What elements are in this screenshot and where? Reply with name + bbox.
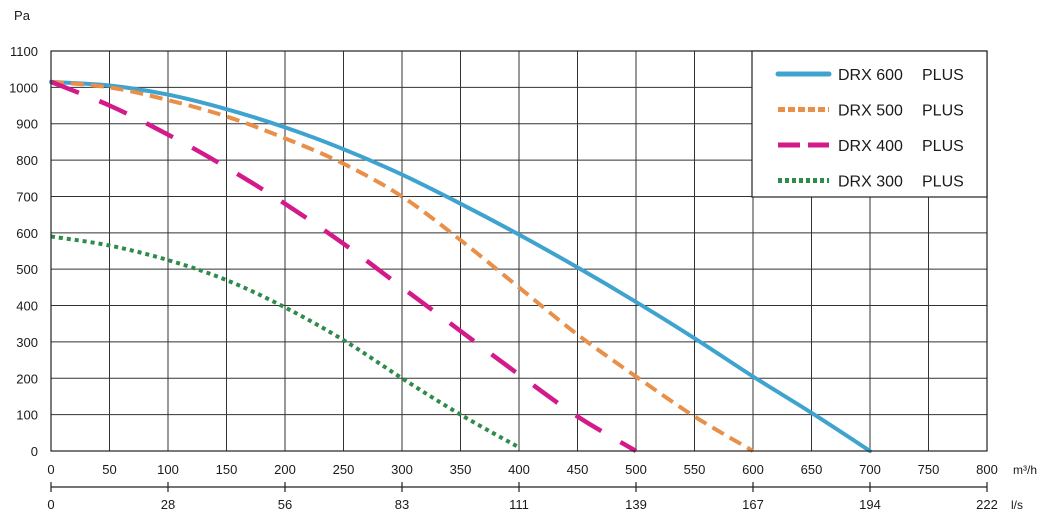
x-tick-label: 350 (450, 462, 472, 477)
x-axis-secondary: 0 28 56 83 111 139 167 194 222 l/s (47, 482, 1023, 512)
x-tick-label: 50 (102, 462, 116, 477)
y-tick-label: 700 (16, 189, 38, 204)
x-tick-label: 500 (625, 462, 647, 477)
series-line-drx-400 (50, 79, 638, 453)
x-tick-label: 100 (157, 462, 179, 477)
secondary-tick-label: 194 (859, 497, 881, 512)
y-tick-label: 400 (16, 299, 38, 314)
x-tick-label: 800 (976, 462, 998, 477)
legend-suffix-drx-400: PLUS (922, 138, 964, 155)
x-axis-primary: 0 50 100 150 200 250 300 350 400 450 500 550 600 650 7… (47, 462, 1037, 477)
y-tick-label: 600 (16, 226, 38, 241)
legend-suffix-drx-300: PLUS (922, 174, 964, 191)
x-tick-label: 650 (801, 462, 823, 477)
legend-label-drx-400: DRX 400 (838, 138, 903, 155)
x-tick-label: 200 (274, 462, 296, 477)
secondary-tick-label: 111 (509, 497, 529, 512)
y-tick-label: 0 (31, 444, 38, 459)
series-curves (49, 79, 872, 453)
y-axis: 0 100 200 300 400 500 600 700 800 900 1000 1100 Pa (9, 8, 38, 459)
y-axis-label: Pa (14, 8, 31, 23)
x-tick-label: 700 (859, 462, 881, 477)
x-tick-label: 600 (742, 462, 764, 477)
series-line-drx-500 (50, 79, 755, 453)
y-tick-label: 800 (16, 153, 38, 168)
x-tick-label: 300 (391, 462, 413, 477)
series-line-drx-300 (50, 234, 520, 450)
secondary-tick-label: 28 (161, 497, 175, 512)
y-tick-label: 100 (16, 408, 38, 423)
legend-label-drx-300: DRX 300 (838, 174, 903, 191)
x-tick-label: 150 (216, 462, 238, 477)
secondary-tick-label: 222 (976, 497, 998, 512)
y-tick-label: 200 (16, 371, 38, 386)
legend-suffix-drx-600: PLUS (922, 67, 964, 84)
series-line-drx-600 (49, 79, 872, 453)
x-tick-label: 400 (508, 462, 530, 477)
secondary-tick-label: 83 (395, 497, 409, 512)
secondary-tick-label: 167 (742, 497, 764, 512)
secondary-tick-label: 139 (625, 497, 647, 512)
secondary-axis-unit: l/s (1011, 498, 1023, 512)
legend-suffix-drx-500: PLUS (922, 103, 964, 120)
x-tick-label: 550 (684, 462, 706, 477)
secondary-tick-label: 0 (47, 497, 54, 512)
y-tick-label: 900 (16, 117, 38, 132)
y-tick-label: 1000 (9, 80, 38, 95)
legend: DRX 600 PLUS DRX 500 PLUS DRX 400 PLUS DRX 300… (751, 50, 988, 198)
x-tick-label: 450 (567, 462, 589, 477)
y-tick-label: 1100 (10, 44, 38, 59)
y-tick-label: 300 (16, 335, 38, 350)
y-tick-label: 500 (16, 262, 38, 277)
plot-frame (50, 50, 988, 452)
x-tick-label: 250 (333, 462, 355, 477)
x-tick-label: 0 (47, 462, 54, 477)
x-tick-label: 750 (918, 462, 940, 477)
x-axis-unit: m³/h (1013, 463, 1037, 477)
secondary-tick-label: 56 (278, 497, 292, 512)
legend-label-drx-600: DRX 600 (838, 67, 903, 84)
legend-label-drx-500: DRX 500 (838, 103, 903, 120)
